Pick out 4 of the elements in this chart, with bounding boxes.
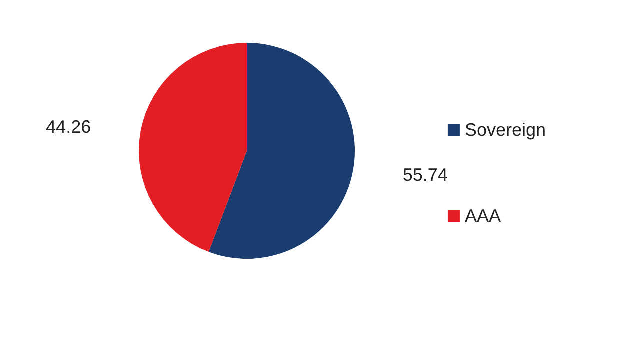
data-label: 55.74 <box>402 164 448 185</box>
data-label: 44.26 <box>46 117 92 138</box>
legend-label: Sovereign <box>464 120 546 140</box>
legend-label: AAA <box>464 206 501 226</box>
